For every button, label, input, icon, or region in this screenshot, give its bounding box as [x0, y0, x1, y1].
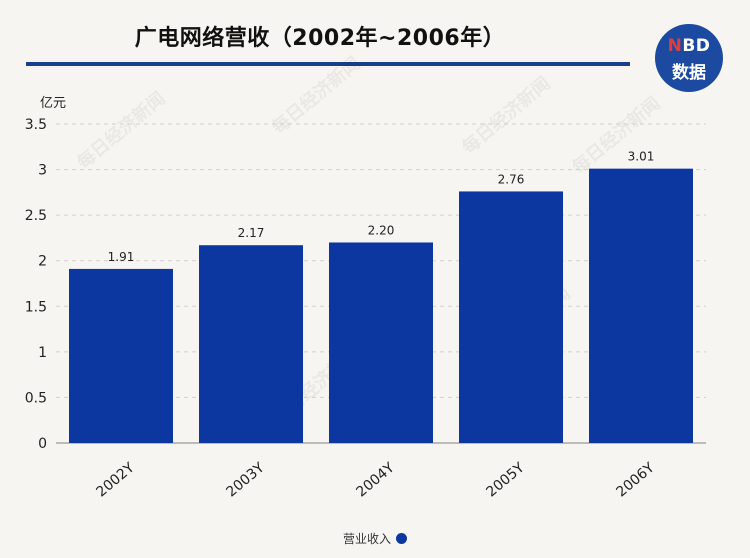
y-tick-label: 2.5 — [25, 208, 47, 224]
x-tick-label: 2006Y — [613, 460, 657, 501]
x-tick-label: 2002Y — [93, 460, 137, 501]
bar-value-label: 3.01 — [628, 150, 655, 164]
y-tick-label: 3.5 — [25, 117, 47, 133]
bar — [589, 168, 693, 443]
bar-value-label: 2.20 — [368, 223, 395, 237]
bar — [459, 191, 563, 443]
bar-value-label: 2.17 — [238, 226, 265, 240]
title-underline — [26, 62, 630, 66]
y-tick-label: 2 — [38, 254, 47, 270]
x-tick-label: 2003Y — [223, 460, 267, 501]
bar-value-label: 1.91 — [108, 250, 135, 264]
x-tick-label: 2004Y — [353, 460, 397, 501]
bar — [329, 242, 433, 443]
legend-label: 营业收入 — [342, 532, 391, 546]
legend: 营业收入 — [0, 530, 750, 547]
bar — [69, 268, 173, 443]
bar — [199, 245, 303, 443]
chart-title: 广电网络营收（2002年~2006年） — [134, 26, 506, 51]
y-axis-unit: 亿元 — [40, 96, 66, 111]
y-tick-label: 1.5 — [25, 299, 47, 315]
y-tick-label: 0 — [38, 436, 47, 452]
y-tick-label: 0.5 — [25, 390, 47, 406]
bar-value-label: 2.76 — [498, 172, 525, 186]
nbd-logo: NBD 数据 — [655, 24, 723, 92]
watermark-text: 每日经济新闻 — [268, 52, 365, 138]
y-tick-label: 1 — [38, 345, 47, 361]
x-tick-label: 2005Y — [483, 460, 527, 501]
legend-swatch — [396, 533, 407, 544]
watermark-text: 每日经济新闻 — [568, 92, 665, 178]
watermark-text: 每日经济新闻 — [458, 72, 555, 158]
watermark-text: 每日经济新闻 — [73, 87, 170, 173]
y-tick-label: 3 — [38, 163, 47, 179]
